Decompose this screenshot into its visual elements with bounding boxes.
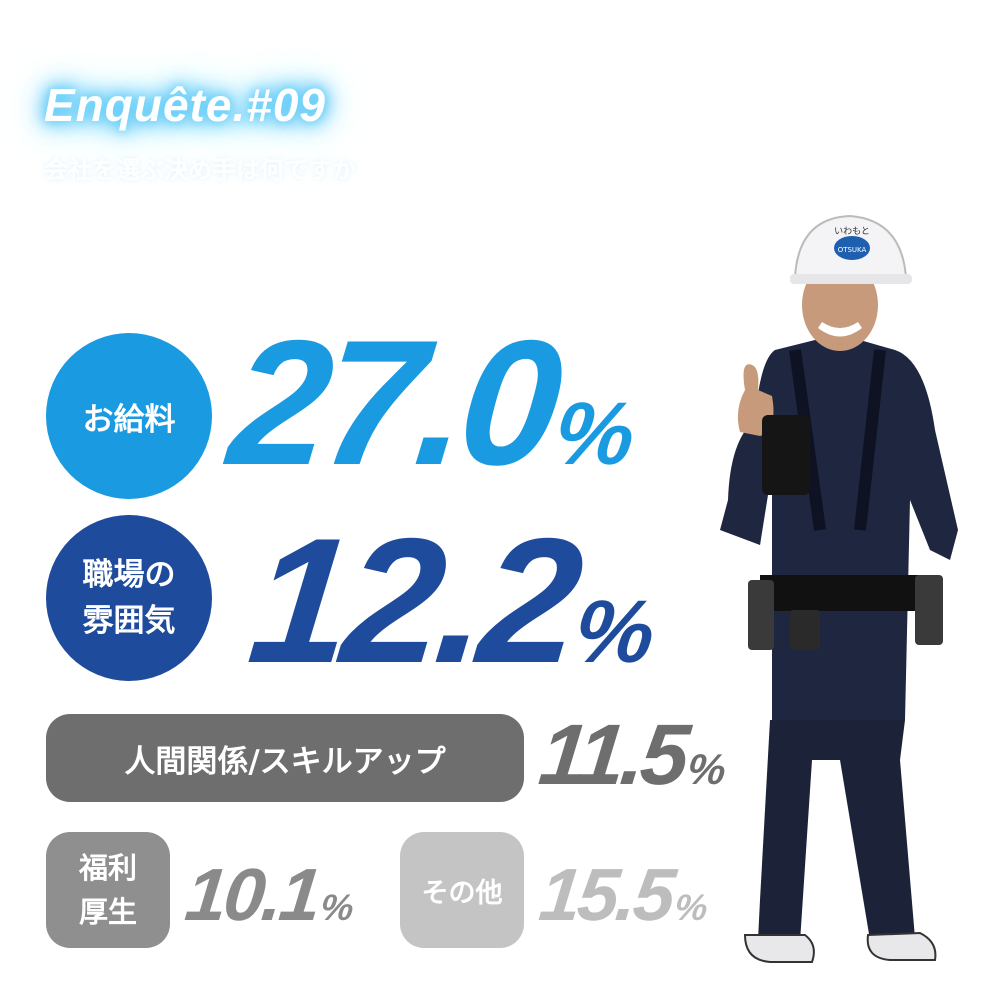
welfare-unit: % bbox=[318, 887, 353, 928]
enquete-title: Enquête.#09 bbox=[44, 79, 326, 131]
salary-percent: 27.0% bbox=[222, 303, 641, 502]
atmosphere-label-line2: 雰囲気 bbox=[82, 603, 176, 639]
relations-label: 人間関係/スキルアップ bbox=[124, 743, 446, 780]
welfare-percent: 10.1% bbox=[182, 853, 356, 936]
enquete-subtitle: 会社を選ぶ決め手は何ですか bbox=[44, 156, 356, 184]
other-percent: 15.5% bbox=[536, 853, 710, 936]
relations-badge: 人間関係/スキルアップ bbox=[46, 714, 524, 802]
welfare-label-line2: 厚生 bbox=[78, 895, 137, 929]
helmet-logo: OTSUKA bbox=[838, 246, 867, 254]
relations-percent: 11.5% bbox=[535, 707, 727, 803]
atmosphere-label-line1: 職場の bbox=[82, 557, 176, 593]
welfare-badge: 福利 厚生 bbox=[46, 832, 170, 948]
atmosphere-badge: 職場の 雰囲気 bbox=[46, 515, 212, 681]
other-badge: その他 bbox=[400, 832, 524, 948]
atmosphere-unit: % bbox=[570, 581, 654, 681]
salary-unit: % bbox=[550, 383, 634, 483]
atmosphere-value: 12.2 bbox=[241, 501, 585, 700]
salary-badge: お給料 bbox=[46, 333, 212, 499]
worker-photo: OTSUKA いわもと bbox=[720, 214, 958, 963]
welfare-value: 10.1 bbox=[181, 853, 323, 936]
other-label: その他 bbox=[421, 877, 503, 909]
salary-label: お給料 bbox=[82, 401, 176, 438]
other-value: 15.5 bbox=[535, 853, 677, 936]
relations-value: 11.5 bbox=[534, 707, 691, 803]
salary-value: 27.0 bbox=[221, 303, 565, 502]
welfare-label-line1: 福利 bbox=[78, 851, 137, 885]
helmet-name: いわもと bbox=[834, 226, 870, 237]
atmosphere-percent: 12.2% bbox=[242, 501, 661, 700]
